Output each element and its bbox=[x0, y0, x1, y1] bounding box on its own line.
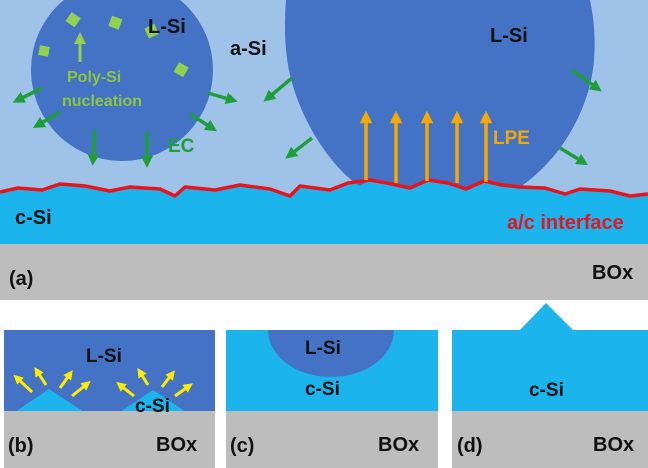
liquid-si-label-left: L-Si bbox=[148, 16, 186, 38]
lpe-label: LPE bbox=[493, 128, 530, 149]
crystalline-si-label: c-Si bbox=[305, 379, 340, 400]
box-label-a: BOx bbox=[592, 262, 633, 284]
box-label-d: BOx bbox=[593, 434, 634, 456]
amorphous-si-label: a-Si bbox=[230, 38, 267, 60]
nucleus bbox=[38, 45, 50, 57]
interface-label: a/c interface bbox=[507, 212, 624, 234]
crystalline-si-label: c-Si bbox=[135, 396, 170, 417]
crystalline-si-label: c-Si bbox=[529, 380, 564, 401]
box-label-c: BOx bbox=[378, 434, 419, 456]
panel-c-label: (c) bbox=[230, 435, 254, 457]
panel-b: L-Si c-Si (b) BOx bbox=[4, 330, 215, 468]
ec-label: EC bbox=[168, 136, 195, 157]
liquid-si-label: L-Si bbox=[305, 338, 341, 359]
panel-a-label: (a) bbox=[9, 268, 33, 290]
liquid-si-label: L-Si bbox=[86, 346, 122, 367]
panel-a: L-Si Poly-Si nucleation EC a-Si L-Si LPE… bbox=[0, 0, 648, 300]
panel-c: L-Si c-Si (c) BOx bbox=[226, 330, 438, 468]
crystalline-si-label: c-Si bbox=[15, 207, 52, 229]
nucleation-label-line2: nucleation bbox=[62, 93, 142, 110]
panel-d: c-Si (d) BOx bbox=[452, 303, 648, 468]
liquid-si-label-right: L-Si bbox=[490, 25, 528, 47]
panel-b-label: (b) bbox=[8, 435, 34, 457]
panel-d-label: (d) bbox=[457, 435, 483, 457]
box-label-b: BOx bbox=[156, 434, 197, 456]
ec-arrow bbox=[93, 130, 95, 160]
nucleation-label-line1: Poly-Si bbox=[67, 69, 121, 86]
box-oxide-layer bbox=[0, 244, 648, 300]
